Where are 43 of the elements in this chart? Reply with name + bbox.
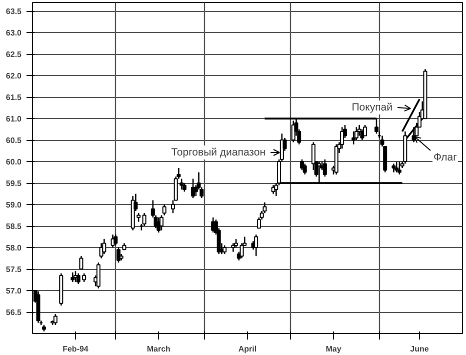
candlestick [102,238,106,255]
candlestick [300,158,304,171]
candlestick [162,204,166,216]
candlestick [79,255,84,270]
candlestick [53,314,58,326]
candlestick [322,158,327,178]
annotation: Покупай [352,102,393,114]
x-tick-label: June [410,344,430,354]
y-tick-label: 56.5 [6,308,22,318]
y-tick-label: 62.5 [6,50,22,60]
y-tick-label: 60.0 [6,158,22,167]
candlestick [116,246,120,264]
x-tick-label: May [326,344,342,354]
candlestick [70,272,75,283]
y-tick-label: 63.5 [6,7,22,16]
y-tick-label: 63.0 [6,28,22,38]
candlestick [394,160,399,173]
candlestick [240,242,244,259]
y-tick-label: 57.5 [6,265,22,274]
candlestick [340,126,344,150]
candlestick [397,160,402,176]
annotation: Торговый диапазон [171,146,266,158]
candlestick [352,130,356,146]
y-tick-label: 57.0 [6,286,22,296]
x-tick-label: March [146,344,171,354]
y-tick-label: 60.5 [6,136,22,146]
annotation: Флаг [434,152,458,164]
candlestick [156,216,161,234]
y-tick-label: 59.0 [6,200,22,210]
y-tick-label: 61.0 [6,114,22,124]
y-tick-label: 59.5 [6,179,22,188]
x-tick-label: Feb-94 [62,344,89,354]
y-tick-label: 62.0 [6,72,22,81]
candlestick [96,262,100,290]
y-tick-label: 61.5 [6,93,22,102]
candlestick [142,212,146,227]
y-tick-label: 58.5 [6,222,22,232]
candlestick [311,142,316,171]
candlestick [114,234,118,246]
y-tick-label: 58.0 [6,244,22,253]
candlestick [302,163,307,176]
candlestick [254,234,258,257]
x-tick-label: April [238,344,257,354]
